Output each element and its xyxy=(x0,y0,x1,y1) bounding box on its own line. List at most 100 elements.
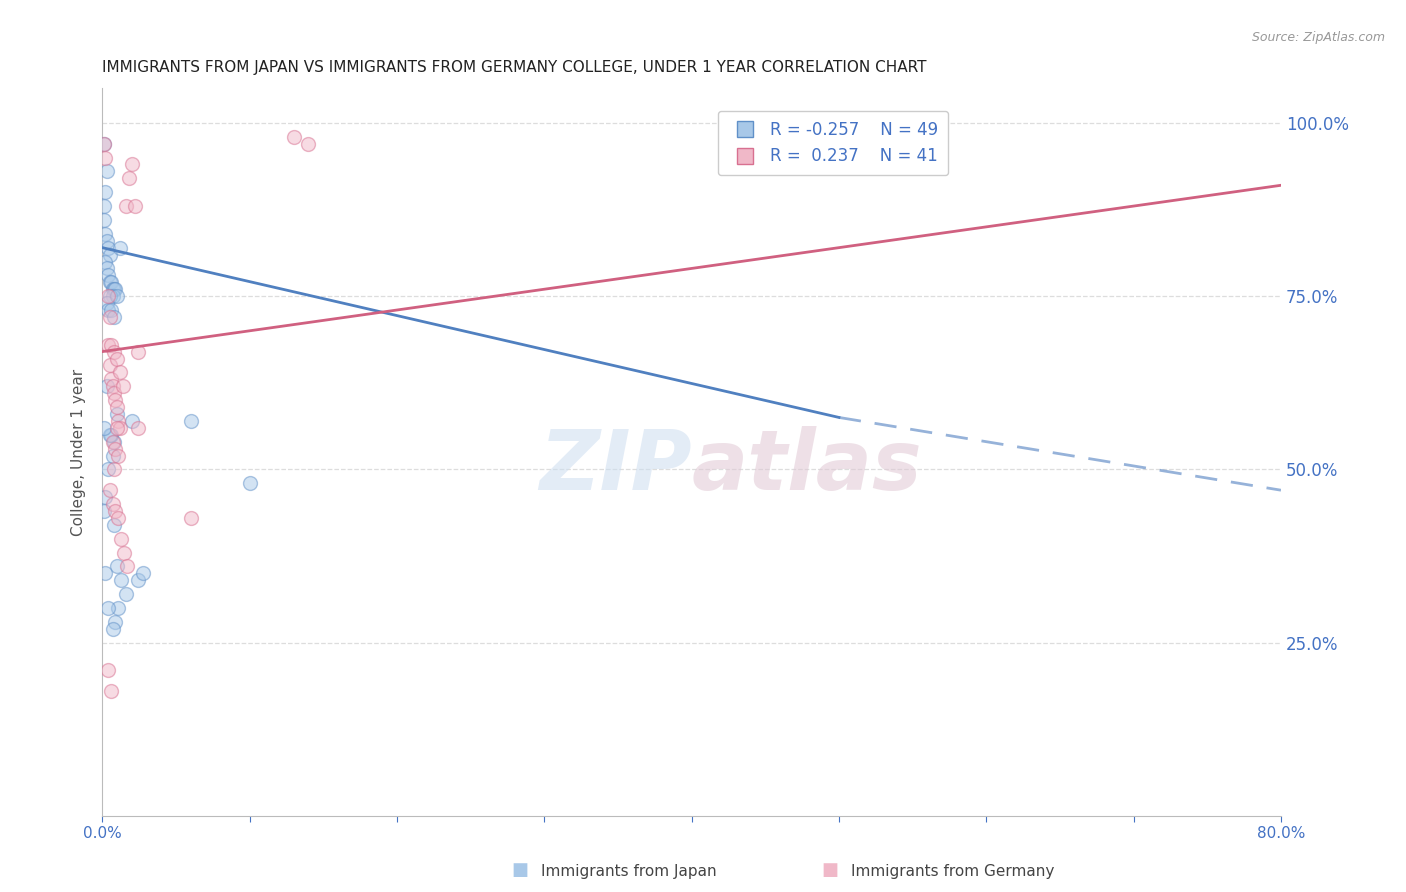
Point xyxy=(107,511,129,525)
Point xyxy=(101,622,124,636)
Point xyxy=(94,254,117,268)
Point xyxy=(93,136,115,151)
Point xyxy=(96,261,118,276)
Point xyxy=(98,483,121,498)
Text: IMMIGRANTS FROM JAPAN VS IMMIGRANTS FROM GERMANY COLLEGE, UNDER 1 YEAR CORRELATI: IMMIGRANTS FROM JAPAN VS IMMIGRANTS FROM… xyxy=(103,60,927,75)
Point xyxy=(114,587,136,601)
Point xyxy=(108,421,131,435)
Point xyxy=(97,241,120,255)
Text: Source: ZipAtlas.com: Source: ZipAtlas.com xyxy=(1251,31,1385,45)
Point xyxy=(108,365,131,379)
Point xyxy=(180,511,202,525)
Point xyxy=(101,434,124,449)
Point xyxy=(117,559,139,574)
Point xyxy=(100,684,122,698)
Point xyxy=(124,199,146,213)
Point xyxy=(121,414,143,428)
Point xyxy=(108,241,131,255)
Point xyxy=(104,442,127,456)
Point xyxy=(103,386,125,401)
Point xyxy=(96,296,118,310)
Point xyxy=(97,268,120,283)
Point xyxy=(97,289,120,303)
Point xyxy=(100,372,122,386)
Text: Immigrants from Germany: Immigrants from Germany xyxy=(851,863,1054,879)
Point xyxy=(96,234,118,248)
Point xyxy=(97,337,120,351)
Point xyxy=(93,213,115,227)
Point xyxy=(104,504,127,518)
Point xyxy=(93,199,115,213)
Point xyxy=(97,303,120,318)
Point xyxy=(98,359,121,373)
Point xyxy=(100,303,122,318)
Text: atlas: atlas xyxy=(692,426,922,508)
Point xyxy=(97,601,120,615)
Point xyxy=(98,310,121,324)
Point xyxy=(297,136,319,151)
Text: ZIP: ZIP xyxy=(538,426,692,508)
Point xyxy=(103,282,125,296)
Point xyxy=(101,449,124,463)
Point xyxy=(283,129,305,144)
Point xyxy=(94,227,117,241)
Point xyxy=(101,282,124,296)
Point xyxy=(97,664,120,678)
Point xyxy=(180,414,202,428)
Point xyxy=(127,421,149,435)
Point xyxy=(127,344,149,359)
Point xyxy=(103,434,125,449)
Point xyxy=(105,400,128,414)
Point xyxy=(104,282,127,296)
Y-axis label: College, Under 1 year: College, Under 1 year xyxy=(72,368,86,536)
Point xyxy=(132,566,155,581)
Point xyxy=(110,574,132,588)
Point xyxy=(105,421,128,435)
Point xyxy=(105,289,128,303)
Point xyxy=(103,344,125,359)
Point xyxy=(105,351,128,366)
Point xyxy=(101,289,124,303)
Point xyxy=(104,393,127,408)
Point xyxy=(98,275,121,289)
Point xyxy=(121,157,143,171)
Point xyxy=(114,199,136,213)
Point xyxy=(103,462,125,476)
Text: ■: ■ xyxy=(821,861,838,879)
Text: ■: ■ xyxy=(512,861,529,879)
Point xyxy=(107,601,129,615)
Point xyxy=(93,136,115,151)
Point xyxy=(127,574,149,588)
Point xyxy=(118,171,141,186)
Point xyxy=(100,337,122,351)
Point xyxy=(94,490,117,504)
Point xyxy=(98,247,121,261)
Point xyxy=(96,164,118,178)
Point xyxy=(93,421,115,435)
Text: Immigrants from Japan: Immigrants from Japan xyxy=(541,863,717,879)
Point xyxy=(98,427,121,442)
Point xyxy=(110,532,132,546)
Point xyxy=(104,615,127,629)
Point xyxy=(97,462,120,476)
Point xyxy=(107,449,129,463)
Point xyxy=(112,545,135,559)
Point xyxy=(100,275,122,289)
Point xyxy=(105,559,128,574)
Point xyxy=(94,566,117,581)
Point xyxy=(103,517,125,532)
Point xyxy=(98,289,121,303)
Point xyxy=(238,476,260,491)
Point xyxy=(101,379,124,393)
Point xyxy=(94,151,117,165)
Point xyxy=(101,497,124,511)
Point xyxy=(93,504,115,518)
Point xyxy=(107,414,129,428)
Point xyxy=(111,379,134,393)
Point xyxy=(105,407,128,421)
Point xyxy=(94,185,117,199)
Point xyxy=(100,427,122,442)
Point xyxy=(103,310,125,324)
Point xyxy=(96,379,118,393)
Legend: R = -0.257    N = 49, R =  0.237    N = 41: R = -0.257 N = 49, R = 0.237 N = 41 xyxy=(718,112,948,176)
